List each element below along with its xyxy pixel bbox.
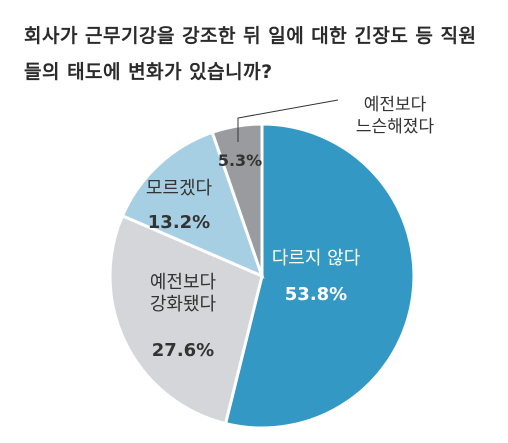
slice-label: 느슨해졌다 (356, 117, 435, 137)
slice-value-label: 53.8% (285, 284, 347, 305)
pie-slice (108, 213, 264, 426)
chart-title: 회사가 근무기강을 강조한 뒤 일에 대한 긴장도 등 직원들의 태도에 변화가… (24, 25, 477, 83)
slice-value-label: 27.6% (152, 340, 214, 361)
pie-slice (223, 122, 416, 430)
leader-line (237, 99, 339, 142)
slice-label: 예전보다 (364, 95, 427, 115)
slice-label: 강화됐다 (150, 294, 217, 315)
slice-label: 예전보다 (150, 272, 217, 293)
slice-label: 다르지 않다 (272, 248, 361, 269)
pie-slice (120, 130, 265, 279)
pie-slice (210, 122, 264, 277)
slice-label: 모르겠다 (146, 178, 213, 199)
slice-value-label: 5.3% (218, 151, 262, 170)
slice-value-label: 13.2% (148, 212, 210, 233)
